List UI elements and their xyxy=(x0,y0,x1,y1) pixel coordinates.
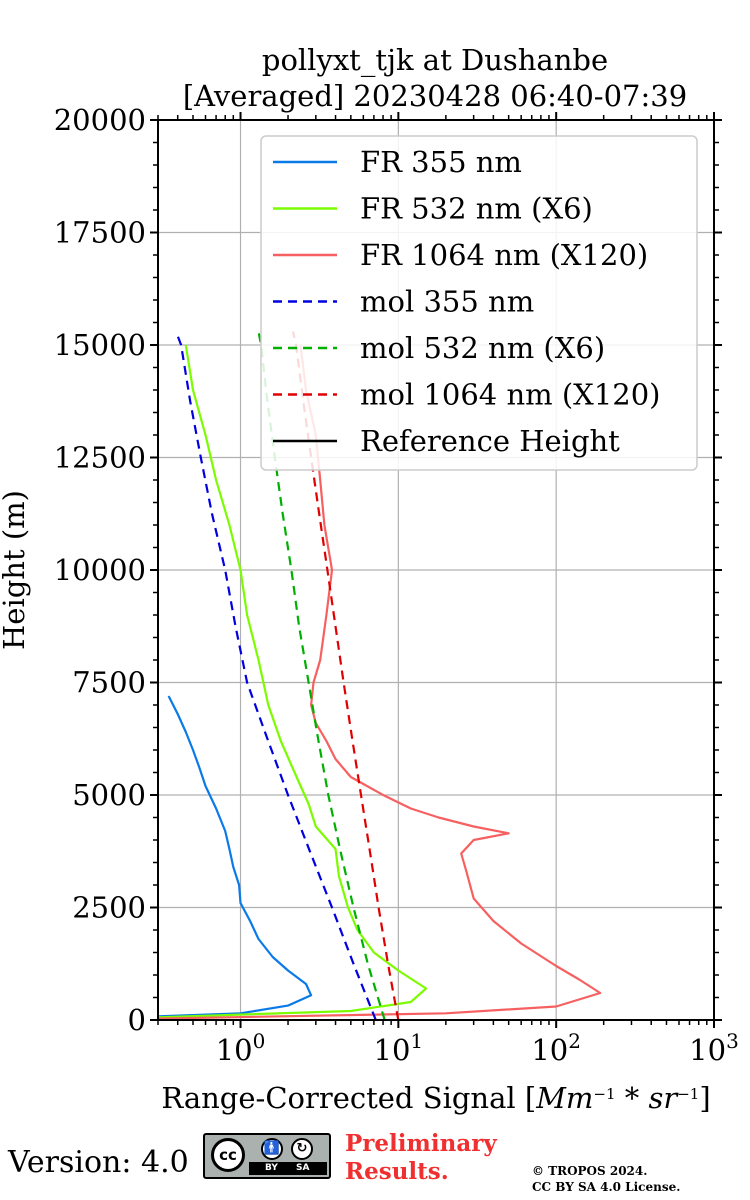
badge-label-strip xyxy=(249,1162,327,1175)
legend: FR 355 nm FR 532 nm (X6) FR 1064 nm (X120)… xyxy=(260,135,698,471)
y-tick-label: 15000 xyxy=(54,328,146,362)
y-tick-label: 12500 xyxy=(54,441,146,475)
legend-label-5: mol 1064 nm (X120) xyxy=(360,378,661,412)
cc-icon: cc xyxy=(211,1138,245,1172)
y-axis-label: Height (m) xyxy=(0,490,31,650)
preliminary-line-2: Results. xyxy=(345,1158,449,1185)
chart-subtitle: [Averaged] 20230428 06:40-07:39 xyxy=(183,79,687,113)
copyright-line-1: © TROPOS 2024. xyxy=(532,1164,648,1178)
legend-label-3: mol 355 nm xyxy=(360,285,534,319)
legend-box xyxy=(260,135,698,471)
copyright-notice: © TROPOS 2024. CC BY SA 4.0 License. xyxy=(532,1163,680,1195)
legend-label-1: FR 532 nm (X6) xyxy=(360,192,593,226)
series-line-3 xyxy=(174,331,377,1020)
y-tick-label: 7500 xyxy=(72,666,146,700)
legend-label-2: FR 1064 nm (X120) xyxy=(360,238,648,272)
x-axis-label: Range-Corrected Signal [Mm−1 * sr−1] xyxy=(161,1081,710,1115)
preliminary-notice: Preliminary Results. xyxy=(345,1130,497,1186)
y-tick-label: 0 xyxy=(128,1003,146,1037)
x-tick-label: 101 xyxy=(374,1029,424,1067)
y-tick-label: 2500 xyxy=(72,891,146,925)
y-tick-label: 20000 xyxy=(54,103,146,137)
share-alike-icon: ↻ xyxy=(291,1138,313,1160)
series-line-1 xyxy=(158,344,428,1019)
by-person-icon: 🚹 xyxy=(261,1138,283,1160)
x-tick-label: 102 xyxy=(531,1029,581,1067)
sa-label: SA xyxy=(296,1163,310,1173)
version-label: Version: 4.0 xyxy=(8,1145,189,1180)
series-line-2 xyxy=(158,344,602,1020)
by-label: BY xyxy=(265,1163,278,1173)
preliminary-line-1: Preliminary xyxy=(345,1130,497,1157)
copyright-line-2: CC BY SA 4.0 License. xyxy=(532,1180,681,1194)
x-axis-label-unit: [Mm−1 * sr−1] xyxy=(525,1081,711,1115)
y-tick-label: 5000 xyxy=(72,778,146,812)
legend-label-0: FR 355 nm xyxy=(360,145,522,179)
cc-license-badge: cc 🚹 ↻ BY SA xyxy=(203,1133,331,1179)
y-tick-label: 10000 xyxy=(54,553,146,587)
legend-label-4: mol 532 nm (X6) xyxy=(360,331,605,365)
y-tick-label: 17500 xyxy=(54,216,146,250)
axis-ticks: 0 2500 5000 7500 10000 12500 15000 17500 20000 10… xyxy=(54,103,739,1067)
legend-label-6: Reference Height xyxy=(360,424,620,458)
x-tick-label: 103 xyxy=(689,1029,739,1067)
series-line-0 xyxy=(158,695,313,1018)
x-axis-label-text: Range-Corrected Signal xyxy=(161,1081,515,1115)
signal-profile-chart: pollyxt_tjk at Dushanbe [Averaged] 20230… xyxy=(0,43,739,1115)
chart-title: pollyxt_tjk at Dushanbe xyxy=(262,43,608,78)
x-tick-label: 100 xyxy=(216,1029,266,1067)
